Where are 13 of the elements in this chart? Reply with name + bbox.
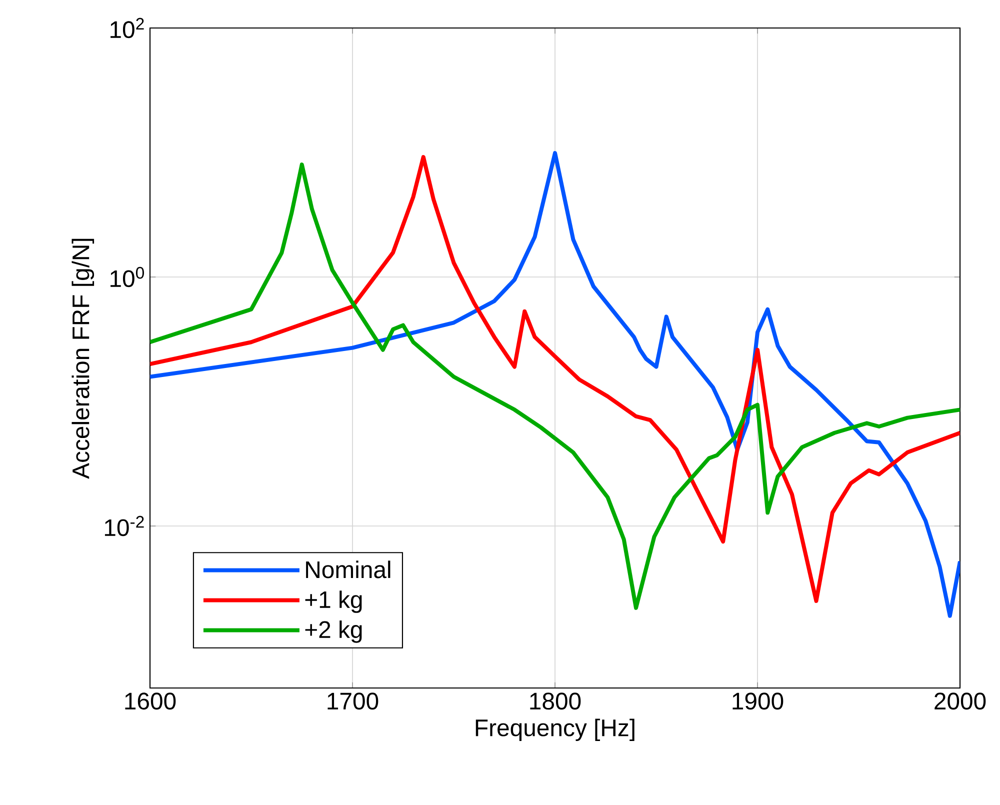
x-tick-label: 1800 — [530, 692, 581, 710]
x-axis-title: Frequency [Hz] — [476, 718, 634, 742]
y-tick-label: 10$^{0}$ — [110, 266, 144, 288]
legend-label: +1 kg — [305, 590, 362, 613]
x-tick-label: 1600 — [125, 692, 176, 710]
legend-label: Nominal — [306, 560, 390, 578]
x-tick-label: 1700 — [328, 692, 378, 710]
y-axis-title: Acceleration FRF [g/N] — [72, 238, 94, 479]
legend-label: +2 kg — [305, 620, 362, 643]
x-tick-label: 2000 — [934, 692, 986, 710]
y-tick-label: 10$^{-2}$ — [104, 516, 144, 536]
y-tick-label: 10$^{2}$ — [110, 18, 144, 38]
x-tick-label: 1900 — [732, 692, 784, 710]
